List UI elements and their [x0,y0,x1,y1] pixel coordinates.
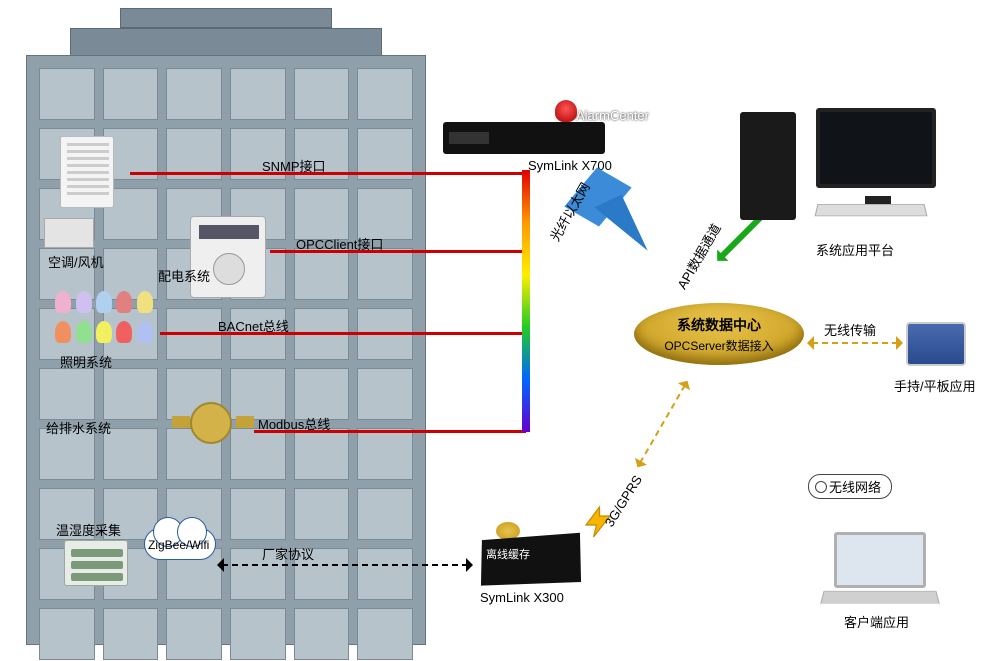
fiber-arrow-head [594,195,647,264]
laptop-icon [822,532,938,606]
computer-icon [732,104,956,224]
power-label: 配电系统 [158,266,210,285]
opc-label: OPCClient接口 [296,234,383,253]
zigbee-label: ZigBee/Wifi [148,538,209,552]
snmp-label: SNMP接口 [262,156,326,175]
data-center-title: 系统数据中心 [634,315,804,335]
vendor-arrow [222,564,468,566]
tablet-icon [906,322,966,366]
roof-1 [120,8,332,28]
data-center: 系统数据中心 OPCServer数据接入 [634,303,804,365]
lighting-icon [54,288,154,346]
bacnet-line [160,332,526,335]
platform-label: 系统应用平台 [816,240,894,259]
tablet-label: 手持/平板应用 [894,376,976,395]
lighting-label: 照明系统 [60,352,112,371]
ac-label: 空调/风机 [48,252,104,271]
x300-label: SymLink X300 [480,590,564,605]
gprs-label: 3G/GPRS [602,473,645,530]
alarm-icon [555,100,577,122]
offline-cache-label: 离线缓存 [486,546,530,562]
roof-2 [70,28,382,56]
snmp-line [130,172,526,175]
wireless-transfer-label: 无线传输 [824,320,876,339]
data-center-subtitle: OPCServer数据接入 [634,337,804,354]
water-meter-icon [176,398,250,446]
x300-up-arrow [639,385,686,464]
rainbow-bus [522,170,530,432]
sensor-module-icon [64,540,128,586]
alarm-label: AlarmCenter [576,108,649,123]
symlink-x700-icon [443,122,605,154]
wireless-arrow [812,342,898,344]
client-label: 客户端应用 [844,612,909,631]
modbus-label: Modbus总线 [258,414,330,433]
ac-unit-icon [60,136,114,208]
temp-label: 温湿度采集 [56,520,121,539]
water-label: 给排水系统 [46,418,111,437]
outdoor-unit-icon [44,218,94,248]
wireless-net-label: 无线网络 [808,474,892,499]
vendor-label: 厂家协议 [262,544,314,563]
bacnet-label: BACnet总线 [218,316,289,335]
power-meter-icon [190,216,266,298]
